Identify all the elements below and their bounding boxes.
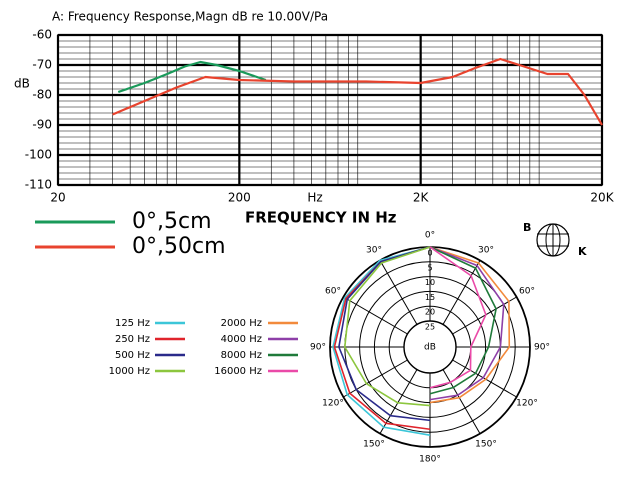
polar-line	[332, 246, 431, 436]
grid-spoke	[442, 260, 481, 325]
r-axis-label: dB	[424, 343, 436, 353]
theta-tick-label: 90°	[310, 343, 326, 353]
x-tick-label: 200	[228, 191, 251, 205]
polar-line	[429, 246, 487, 389]
theta-tick-label: 90°	[534, 343, 550, 353]
legend-label: 2000 Hz	[221, 318, 262, 329]
y-tick-label: -80	[32, 88, 52, 102]
y-axis-label: dB	[14, 77, 30, 91]
legend-label: 500 Hz	[115, 350, 150, 361]
theta-tick-label: 30°	[478, 246, 494, 256]
grid-spoke	[452, 296, 517, 335]
theta-tick-label: 120°	[322, 399, 344, 409]
y-tick-label: -90	[32, 118, 52, 132]
polar-line	[429, 246, 497, 395]
data-line	[117, 60, 267, 94]
y-tick-label: -60	[32, 28, 52, 42]
y-tick-label: -70	[32, 58, 52, 72]
polar-line	[429, 246, 511, 404]
logo: B K	[523, 221, 587, 258]
legend-label: 4000 Hz	[221, 334, 262, 345]
theta-tick-label: 60°	[325, 287, 341, 297]
theta-tick-label: 0°	[425, 231, 435, 241]
grid-spoke	[452, 359, 517, 398]
polar-line	[338, 246, 431, 422]
theta-tick-label: 60°	[519, 287, 535, 297]
y-tick-label: -100	[25, 148, 52, 162]
r-tick-label: 25	[425, 323, 435, 332]
grid-spoke	[442, 369, 481, 434]
logo-text: B	[523, 221, 531, 234]
grid-spoke	[343, 296, 408, 335]
data-line	[112, 57, 603, 126]
legend-label: 1000 Hz	[109, 366, 150, 377]
polar-line	[343, 246, 431, 407]
chart-title: A: Frequency Response,Magn dB re 10.00V/…	[52, 10, 328, 24]
logo-text: K	[578, 245, 587, 258]
polar-line	[429, 246, 505, 401]
legend-label: 0°,50cm	[132, 234, 226, 259]
legend-label: 0°,5cm	[132, 209, 212, 234]
theta-tick-label: 120°	[516, 399, 538, 409]
grid-spoke	[379, 260, 418, 325]
theta-tick-label: 180°	[419, 455, 441, 465]
x-axis-label: Hz	[307, 191, 322, 205]
plot-area	[57, 34, 603, 186]
annotation: FREQUENCY IN Hz	[245, 209, 397, 227]
y-tick-label: -110	[25, 178, 52, 192]
legend-label: 8000 Hz	[221, 350, 262, 361]
theta-tick-label: 30°	[366, 246, 382, 256]
legend-label: 16000 Hz	[214, 366, 262, 377]
x-tick-label: 2K	[413, 191, 430, 205]
theta-tick-label: 150°	[475, 439, 497, 449]
theta-tick-label: 150°	[363, 439, 385, 449]
x-tick-label: 20	[50, 191, 65, 205]
legend-label: 250 Hz	[115, 334, 150, 345]
legend-label: 125 Hz	[115, 318, 150, 329]
x-tick-label: 20K	[590, 191, 614, 205]
grid-spoke	[343, 359, 408, 398]
